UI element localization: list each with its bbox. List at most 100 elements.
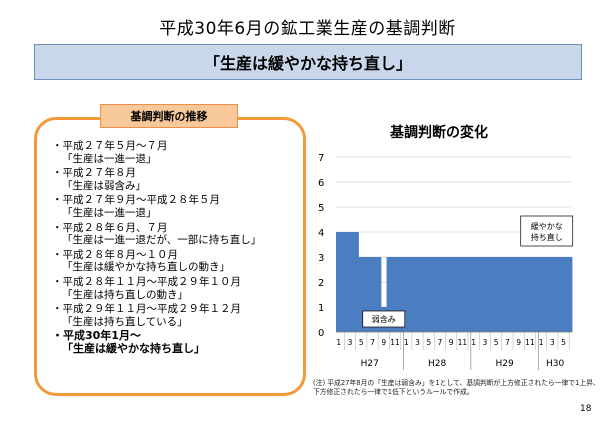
history-status: 「生産は持ち直している」 bbox=[62, 315, 188, 328]
history-period: ・平成２８年８月～１０月 bbox=[52, 248, 178, 261]
x-tick-label: 3 bbox=[550, 338, 555, 347]
x-tick-label: 3 bbox=[348, 338, 353, 347]
x-tick-label: 1 bbox=[336, 338, 341, 347]
chart-footnote: (注) 平成27年8月の「生産は弱含み」を1として、基調判断が上方修正されたら一… bbox=[313, 379, 600, 396]
y-tick-label: 0 bbox=[318, 328, 324, 339]
history-status: 「生産は持ち直しの動き」 bbox=[62, 288, 188, 301]
history-period: ・平成２９年１１月～平成２９年１２月 bbox=[52, 303, 241, 316]
chart-bar bbox=[549, 257, 556, 332]
chart-bar bbox=[470, 257, 477, 332]
chart-bar bbox=[397, 257, 404, 332]
chart-bar bbox=[437, 257, 444, 332]
chart-bar bbox=[459, 257, 466, 332]
chart-bar bbox=[504, 257, 511, 332]
history-item: ・平成２７年８月 「生産は弱含み」 bbox=[52, 167, 302, 192]
history-status: 「生産は緩やかな持ち直し」 bbox=[62, 341, 205, 355]
x-tick-label: 1 bbox=[539, 338, 544, 347]
year-label: H27 bbox=[361, 359, 379, 369]
x-tick-label: 11 bbox=[390, 338, 400, 347]
history-item: ・平成２８年１１月～平成２９年１０月 「生産は持ち直しの動き」 bbox=[52, 276, 302, 301]
chart-bar bbox=[498, 257, 505, 332]
history-item: ・平成２７年９月～平成２８年５月 「生産は一進一退」 bbox=[52, 194, 302, 219]
chart-bar bbox=[555, 257, 562, 332]
assessment-banner: 「生産は緩やかな持ち直し」 bbox=[34, 44, 582, 80]
x-tick-label: 7 bbox=[370, 338, 375, 347]
history-period: ・平成２８年６月、７月 bbox=[52, 221, 168, 234]
annotation-recovery: 持ち直し bbox=[531, 232, 563, 242]
history-period: ・平成２７年５月～７月 bbox=[52, 140, 168, 152]
x-tick-label: 3 bbox=[483, 338, 488, 347]
chart-bar bbox=[347, 232, 354, 332]
chart-bar bbox=[538, 257, 545, 332]
history-period: ・平成２７年８月 bbox=[52, 167, 136, 180]
history-box bbox=[34, 117, 306, 396]
chart-bar bbox=[352, 232, 359, 332]
chart-bar bbox=[369, 257, 376, 332]
chart-bar bbox=[465, 257, 472, 332]
annotation-weak: 弱含み bbox=[372, 314, 396, 324]
chart-bar bbox=[482, 257, 489, 332]
chart-bar bbox=[560, 257, 567, 332]
chart-bar bbox=[510, 257, 517, 332]
x-tick-label: 9 bbox=[449, 338, 454, 347]
chart-title: 基調判断の変化 bbox=[390, 125, 488, 141]
history-status: 「生産は一進一退」 bbox=[62, 152, 157, 165]
annotation-box bbox=[520, 215, 574, 247]
chart-bar bbox=[425, 257, 432, 332]
history-item: ・平成２８年６月、７月 「生産は一進一退だが、一部に持ち直し」 bbox=[52, 222, 302, 247]
year-label: H28 bbox=[428, 359, 446, 369]
x-tick-label: 7 bbox=[505, 338, 510, 347]
chart-bar bbox=[532, 257, 539, 332]
chart-bar bbox=[358, 257, 365, 332]
chart-bar bbox=[454, 257, 461, 332]
history-item: ・平成２９年１１月～平成２９年１２月 「生産は持ち直している」 bbox=[52, 303, 302, 328]
year-label: H30 bbox=[546, 359, 564, 369]
chart-bar bbox=[442, 257, 449, 332]
y-tick-label: 7 bbox=[318, 153, 324, 164]
chart-bar bbox=[364, 257, 371, 332]
x-tick-label: 5 bbox=[561, 338, 566, 347]
chart-bar bbox=[420, 257, 427, 332]
chart-bar bbox=[476, 257, 483, 332]
chart-bar bbox=[386, 257, 393, 332]
year-label: H29 bbox=[495, 359, 513, 369]
chart-bar bbox=[375, 257, 382, 332]
history-list: ・平成２７年５月～７月 「生産は一進一退」 ・平成２７年８月 「生産は弱含み」 ・平成２… bbox=[52, 140, 302, 358]
chart-bar bbox=[409, 257, 416, 332]
history-title: 基調判断の推移 bbox=[100, 104, 238, 128]
x-tick-label: 7 bbox=[438, 338, 443, 347]
chart-bar bbox=[414, 257, 421, 332]
chart-bar bbox=[566, 257, 573, 332]
y-tick-label: 5 bbox=[318, 203, 324, 214]
x-tick-label: 11 bbox=[458, 338, 468, 347]
x-tick-label: 5 bbox=[426, 338, 431, 347]
page-number: 18 bbox=[580, 404, 592, 414]
chart-bar bbox=[515, 257, 522, 332]
y-tick-label: 3 bbox=[318, 253, 324, 264]
page-title: 平成30年6月の鉱工業生産の基調判断 bbox=[159, 19, 456, 39]
annotation-box bbox=[362, 310, 406, 328]
x-tick-label: 1 bbox=[471, 338, 476, 347]
chart-bar bbox=[487, 257, 494, 332]
history-status: 「生産は一進一退だが、一部に持ち直し」 bbox=[62, 234, 262, 247]
history-item: ・平成２８年８月～１０月 「生産は緩やかな持ち直しの動き」 bbox=[52, 249, 302, 274]
history-period: ・平成２８年１１月～平成２９年１０月 bbox=[52, 275, 241, 288]
history-item: ・平成２７年５月～７月 「生産は一進一退」 bbox=[52, 140, 302, 165]
annotation-recovery: 緩やかな bbox=[531, 221, 563, 231]
chart-bar bbox=[527, 257, 534, 332]
x-tick-label: 9 bbox=[516, 338, 521, 347]
chart-bar bbox=[392, 257, 399, 332]
x-tick-label: 11 bbox=[525, 338, 535, 347]
history-item: ・平成30年1月～ 「生産は緩やかな持ち直し」 bbox=[52, 330, 302, 355]
history-status: 「生産は緩やかな持ち直しの動き」 bbox=[62, 261, 230, 274]
history-status: 「生産は弱含み」 bbox=[62, 179, 146, 192]
y-tick-label: 2 bbox=[318, 278, 324, 289]
y-tick-label: 6 bbox=[318, 178, 324, 189]
x-tick-label: 5 bbox=[494, 338, 499, 347]
chart-bar bbox=[543, 257, 550, 332]
history-period: ・平成30年1月～ bbox=[52, 329, 141, 343]
chart-bar bbox=[493, 257, 500, 332]
y-tick-label: 4 bbox=[318, 228, 324, 239]
history-status: 「生産は一進一退」 bbox=[62, 206, 157, 219]
